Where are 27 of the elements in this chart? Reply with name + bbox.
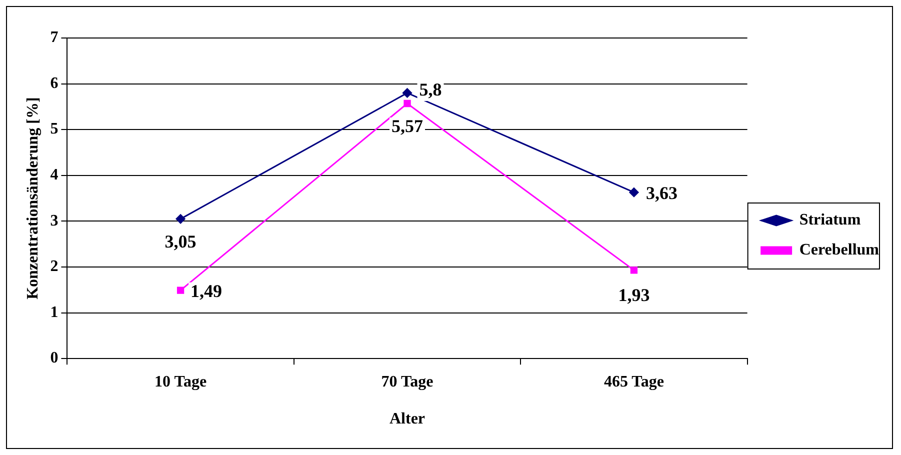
y-tick-label: 5	[50, 120, 58, 138]
x-tick-label: 10 Tage	[154, 373, 207, 390]
x-axis-title: Alter	[389, 410, 426, 428]
data-label: 5,57	[392, 116, 424, 136]
point	[630, 266, 638, 274]
y-tick-label: 3	[50, 212, 58, 230]
legend-label: Cerebellum	[799, 242, 880, 259]
y-tick-label: 4	[50, 166, 58, 184]
y-tick-label: 1	[50, 304, 58, 321]
point	[176, 214, 186, 224]
data-label: 3,63	[646, 183, 678, 203]
point	[176, 286, 184, 294]
y-tick-label: 6	[50, 74, 58, 92]
y-tick-label: 2	[50, 258, 58, 276]
y-tick-label: 0	[50, 350, 58, 367]
x-tick-label: 465 Tage	[604, 373, 664, 390]
point	[402, 88, 412, 98]
data-label: 5,8	[419, 80, 442, 100]
data-label: 1,49	[190, 281, 222, 302]
y-axis-title: Konzentrationsänderung [%]	[24, 97, 42, 300]
data-label: 3,05	[164, 232, 196, 252]
point	[629, 188, 639, 198]
legend-label: Striatum	[799, 212, 862, 229]
x-tick-label: 70 Tage	[381, 373, 434, 390]
point	[404, 100, 411, 108]
data-label: 1,93	[618, 284, 650, 305]
y-tick-label: 7	[50, 29, 58, 46]
